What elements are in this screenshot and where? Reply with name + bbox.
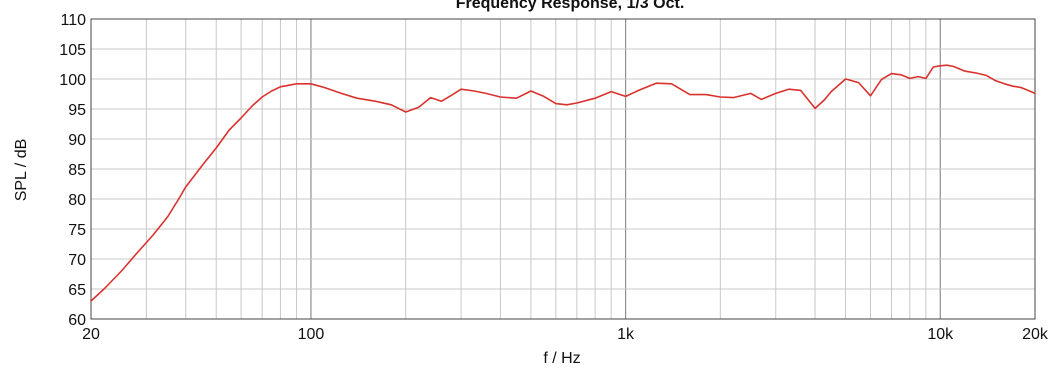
y-axis-label: SPL / dB bbox=[13, 139, 30, 202]
y-tick-label: 90 bbox=[68, 132, 86, 149]
y-tick-label: 60 bbox=[68, 312, 86, 329]
y-tick-label: 65 bbox=[68, 282, 86, 299]
x-tick-label: 20k bbox=[1022, 326, 1049, 343]
spl-response-line bbox=[90, 64, 1036, 302]
y-tick-label: 85 bbox=[68, 162, 86, 179]
grid-lines bbox=[91, 19, 1035, 319]
x-tick-label: 1k bbox=[617, 326, 635, 343]
x-tick-label: 10k bbox=[927, 326, 954, 343]
plot-frame bbox=[90, 18, 1036, 320]
data-layer bbox=[90, 64, 1036, 302]
y-tick-label: 70 bbox=[68, 252, 86, 269]
y-tick-label: 105 bbox=[59, 42, 86, 59]
y-tick-label: 95 bbox=[68, 102, 86, 119]
x-axis-label: f / Hz bbox=[543, 350, 580, 367]
y-tick-label: 75 bbox=[68, 222, 86, 239]
x-tick-label: 100 bbox=[298, 326, 325, 343]
x-tick-label: 20 bbox=[82, 326, 100, 343]
y-tick-label: 100 bbox=[59, 72, 86, 89]
y-tick-label: 110 bbox=[60, 12, 86, 29]
tick-labels: 60 65 70 75 80 85 90 95 100 105 110 20 100 1k 10k 20k bbox=[59, 12, 1049, 343]
y-tick-label: 80 bbox=[68, 192, 86, 209]
chart-title: Frequency Response, 1/3 Oct. bbox=[456, 0, 685, 12]
